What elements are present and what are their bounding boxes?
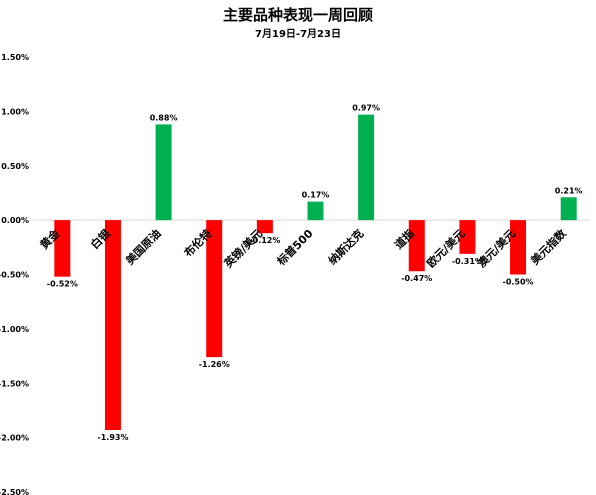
chart-title: 主要品种表现一周回顾 — [222, 6, 373, 24]
data-label: -1.26% — [199, 360, 230, 369]
bar — [256, 220, 273, 234]
data-label: 0.97% — [352, 104, 380, 113]
bar — [358, 114, 375, 221]
bar — [408, 220, 425, 272]
data-label: -0.47% — [401, 274, 432, 283]
bar — [459, 220, 476, 254]
y-tick-label: 1.50% — [1, 53, 29, 62]
data-label: -0.31% — [452, 257, 483, 266]
category-label: 美国原油 — [123, 226, 164, 267]
bar — [307, 201, 324, 221]
y-tick-label: -2.50% — [0, 488, 29, 495]
bar — [54, 220, 71, 277]
bar — [104, 220, 121, 431]
bar — [510, 220, 527, 275]
y-tick-label: -2.00% — [0, 434, 29, 443]
chart-subtitle: 7月19日-7月23日 — [255, 29, 341, 40]
category-label: 标普500 — [273, 226, 316, 269]
data-label: -0.52% — [47, 280, 78, 289]
category-label: 英镑/美元 — [220, 226, 265, 271]
data-label: 0.21% — [555, 186, 583, 195]
y-tick-label: -1.00% — [0, 325, 29, 334]
category-label: 纳斯达克 — [325, 226, 366, 267]
bar — [560, 197, 577, 221]
y-tick-label: 1.00% — [1, 107, 29, 116]
data-label: -1.93% — [97, 433, 128, 442]
bar — [155, 124, 172, 221]
y-tick-label: -1.50% — [0, 379, 29, 388]
y-tick-label: -0.50% — [0, 271, 29, 280]
data-label: -0.50% — [503, 278, 534, 287]
data-label: 0.17% — [302, 191, 330, 200]
bar — [206, 220, 223, 358]
data-label: -0.12% — [249, 236, 280, 245]
data-label: 0.88% — [150, 113, 178, 122]
y-tick-label: 0.50% — [1, 162, 29, 171]
category-label: 美元指数 — [528, 226, 570, 268]
y-tick-label: 0.00% — [1, 216, 29, 225]
